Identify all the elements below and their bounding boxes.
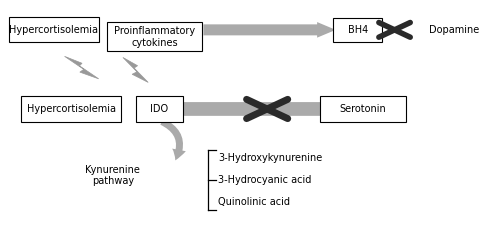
Text: Dopamine: Dopamine <box>429 25 479 35</box>
FancyBboxPatch shape <box>106 22 202 51</box>
Text: Proinflammatory
cytokines: Proinflammatory cytokines <box>114 26 195 48</box>
Text: Serotonin: Serotonin <box>340 104 386 114</box>
FancyBboxPatch shape <box>320 96 406 122</box>
FancyArrow shape <box>204 22 336 38</box>
FancyArrow shape <box>182 100 407 118</box>
Text: Hypercortisolemia: Hypercortisolemia <box>10 25 99 35</box>
Text: Hypercortisolemia: Hypercortisolemia <box>26 104 116 114</box>
FancyBboxPatch shape <box>21 96 121 122</box>
Text: IDO: IDO <box>150 104 168 114</box>
Text: 3-Hydrocyanic acid: 3-Hydrocyanic acid <box>218 175 312 185</box>
FancyArrowPatch shape <box>160 118 186 160</box>
Polygon shape <box>123 58 148 82</box>
Text: 3-Hydroxykynurenine: 3-Hydroxykynurenine <box>218 153 322 163</box>
Text: Kynurenine
pathway: Kynurenine pathway <box>86 165 140 186</box>
FancyBboxPatch shape <box>334 18 382 42</box>
Polygon shape <box>64 56 98 79</box>
Text: BH4: BH4 <box>348 25 368 35</box>
FancyBboxPatch shape <box>136 96 182 122</box>
FancyBboxPatch shape <box>8 17 100 42</box>
Text: Quinolinic acid: Quinolinic acid <box>218 197 290 207</box>
